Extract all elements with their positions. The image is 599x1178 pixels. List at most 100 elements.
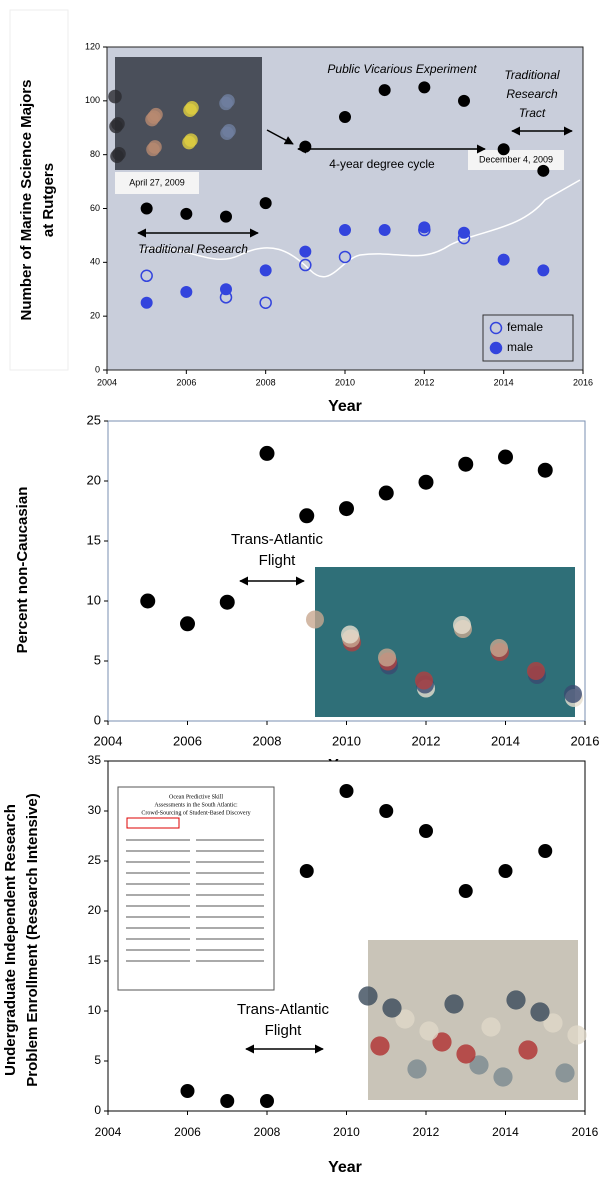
annotation: 4-year degree cycle <box>329 157 435 171</box>
y-tick-label: 15 <box>87 532 101 547</box>
x-tick-label: 2016 <box>572 1125 599 1139</box>
photo-detail <box>444 994 464 1014</box>
x-tick-label: 2010 <box>332 733 361 748</box>
photo-detail <box>108 89 122 104</box>
paper-title: Assessments in the South Atlantic: <box>154 802 238 808</box>
annotation: Research <box>506 87 558 101</box>
photo-detail <box>564 685 582 703</box>
data-point <box>180 1084 195 1098</box>
x-tick-label: 2012 <box>413 1125 440 1139</box>
data-point <box>458 226 470 239</box>
x-tick-label: 2004 <box>95 1125 122 1139</box>
data-point <box>140 593 156 609</box>
y-tick-label: 0 <box>94 712 101 727</box>
x-tick-label: 2010 <box>335 377 355 387</box>
data-point <box>339 110 351 123</box>
data-point <box>180 207 193 220</box>
legend-marker <box>489 341 503 355</box>
photo-detail <box>490 639 508 657</box>
photo-detail <box>184 133 198 147</box>
data-point <box>538 844 553 858</box>
annotation: Traditional <box>504 68 559 82</box>
photo-detail <box>419 1021 439 1041</box>
data-point <box>379 804 394 818</box>
photo-detail <box>493 1067 513 1087</box>
data-point <box>419 824 433 838</box>
photo-detail <box>432 1032 452 1052</box>
data-point <box>497 253 510 266</box>
y-tick-label: 30 <box>88 803 102 817</box>
y-tick-label: 5 <box>94 1053 101 1067</box>
paper-image <box>117 786 275 991</box>
photo-detail <box>370 1036 390 1056</box>
annotation: Public Vicarious Experiment <box>327 62 477 76</box>
data-point <box>140 269 153 283</box>
data-point <box>140 296 153 309</box>
photo-detail <box>341 625 359 644</box>
photo-detail <box>395 1009 415 1029</box>
paper-title: Ocean Predictive Skill <box>169 794 223 800</box>
data-point <box>220 210 232 223</box>
x-axis-label: Year <box>328 398 362 415</box>
y-tick-label: 15 <box>88 953 102 967</box>
photo-detail <box>149 107 163 122</box>
y-tick-label: 25 <box>87 412 101 427</box>
data-point <box>339 501 354 517</box>
data-point <box>537 264 550 277</box>
caption-box <box>468 150 564 170</box>
photo-detail <box>506 990 526 1010</box>
data-point <box>259 445 275 461</box>
data-point <box>299 258 312 272</box>
y-axis-label: at Rutgers <box>40 163 57 237</box>
x-tick-label: 2004 <box>94 733 123 748</box>
photo-detail <box>530 1002 550 1022</box>
y-tick-label: 20 <box>90 311 100 321</box>
y-tick-label: 10 <box>88 1003 102 1017</box>
x-tick-label: 2014 <box>491 733 520 748</box>
data-point <box>458 884 473 898</box>
photo-detail <box>148 140 162 154</box>
data-point <box>537 164 550 177</box>
photo-detail <box>415 671 433 690</box>
x-tick-label: 2004 <box>97 377 117 387</box>
annotation: Traditional Research <box>138 242 248 256</box>
data-point <box>498 864 513 878</box>
data-point <box>498 449 513 465</box>
photo-detail <box>469 1055 489 1075</box>
x-tick-label: 2006 <box>173 733 202 748</box>
data-point <box>418 221 431 234</box>
label-panel <box>9 9 69 371</box>
photo-detail <box>518 1040 538 1060</box>
y-axis-label: Undergraduate Independent Research <box>2 804 19 1076</box>
data-point <box>299 245 312 258</box>
data-point <box>260 1094 274 1108</box>
photo-detail <box>567 1025 587 1045</box>
y-tick-label: 120 <box>85 41 100 51</box>
y-tick-label: 25 <box>88 853 102 867</box>
data-point <box>339 784 354 798</box>
data-point <box>339 224 351 237</box>
y-tick-label: 0 <box>95 364 100 374</box>
legend-label: female <box>507 320 543 334</box>
photo-detail <box>111 117 125 131</box>
x-tick-label: 2008 <box>254 1125 281 1139</box>
data-point <box>418 81 431 94</box>
legend-marker <box>489 321 503 335</box>
annotation: April 27, 2009 <box>129 177 185 187</box>
photo-detail <box>358 986 378 1006</box>
annotation: Trans-Atlantic <box>231 531 323 548</box>
photo-detail <box>481 1017 501 1037</box>
data-point <box>458 94 470 107</box>
y-tick-label: 40 <box>90 257 100 267</box>
annotation: Trans-Atlantic <box>237 1001 329 1018</box>
paper-title: Crowd-Sourcing of Student-Based Discover… <box>141 809 250 816</box>
annotation: Flight <box>259 552 297 569</box>
x-tick-label: 2006 <box>174 1125 201 1139</box>
y-tick-label: 80 <box>90 149 100 159</box>
y-tick-label: 35 <box>88 753 102 767</box>
data-point <box>418 474 434 490</box>
y-tick-label: 5 <box>94 652 101 667</box>
data-point <box>299 864 314 878</box>
y-axis-label: Problem Enrollment (Research Intensive) <box>24 793 41 1086</box>
